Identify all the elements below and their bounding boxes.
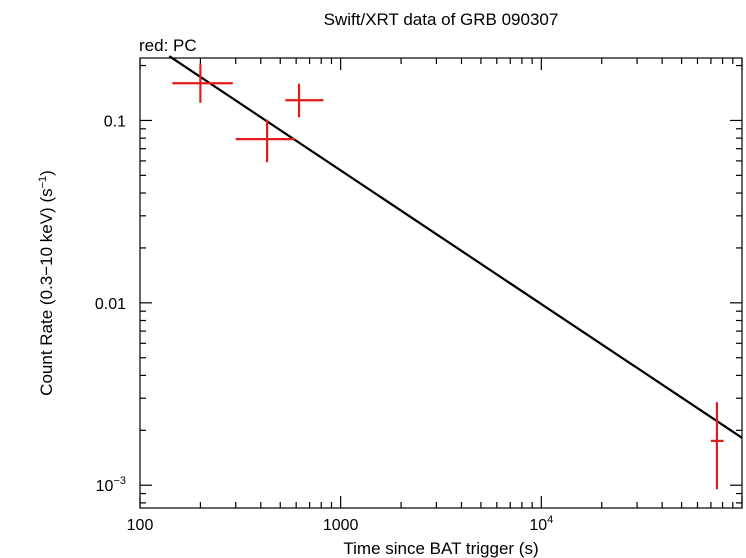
chart-title: Swift/XRT data of GRB 090307: [324, 10, 559, 29]
y-tick-label: 0.1: [104, 113, 126, 130]
y-tick-label-base: 0.01: [95, 296, 126, 313]
tick-marks: [139, 58, 743, 508]
chart-subtitle: red: PC: [139, 36, 197, 55]
y-tick-label-sup: −3: [113, 475, 126, 487]
y-axis-label-sup: −1: [37, 176, 49, 189]
data-point: [285, 83, 324, 118]
x-tick-label-base: 1000: [323, 517, 359, 534]
y-tick-label-base: 0.1: [104, 113, 126, 130]
y-tick-label: 10−3: [96, 475, 126, 495]
x-tick-label: 1000: [323, 517, 359, 534]
x-tick-label: 104: [529, 514, 553, 534]
x-axis-label: Time since BAT trigger (s): [343, 539, 538, 558]
x-tick-label-sup: 4: [547, 514, 553, 526]
x-tick-label-base: 100: [127, 517, 154, 534]
plot-frame: [139, 57, 743, 509]
data-marks: [168, 55, 743, 490]
model-fit-line: [168, 55, 743, 439]
x-tick-label: 100: [127, 517, 154, 534]
data-point: [172, 63, 233, 103]
data-point: [710, 402, 724, 490]
y-tick-label-base: 10: [96, 478, 114, 495]
y-axis-label: Count Rate (0.3−10 keV) (s−1): [37, 170, 56, 396]
y-axis-label-main: Count Rate (0.3−10 keV) (s: [37, 188, 56, 395]
y-tick-label: 0.01: [95, 296, 126, 313]
x-tick-label-base: 10: [529, 517, 547, 534]
data-point: [235, 119, 295, 163]
y-axis-label-close: ): [37, 170, 56, 176]
